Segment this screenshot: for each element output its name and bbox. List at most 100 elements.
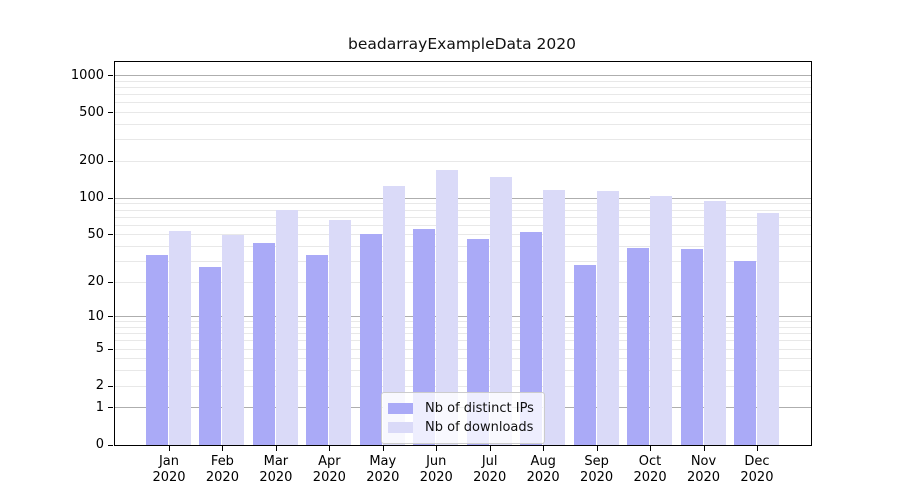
x-tick-month: Mar	[263, 454, 289, 469]
gridline-minor-800	[115, 87, 811, 89]
y-tick-50	[108, 234, 113, 236]
x-tick-sep	[596, 446, 598, 451]
x-tick-year: 2020	[580, 470, 614, 485]
gridline-minor-600	[115, 102, 811, 104]
plot-area: Nb of distinct IPs Nb of downloads 0 1 2 5 1…	[71, 61, 812, 485]
bar-distinct-ips-may	[359, 233, 382, 445]
gridline-minor-5	[115, 348, 811, 350]
gridline-minor-3	[115, 370, 811, 372]
legend-label-distinct-ips: Nb of distinct IPs	[425, 401, 534, 416]
bar-distinct-ips-aug	[520, 231, 543, 445]
y-tick-0	[108, 444, 113, 446]
x-tick-month: Jan	[158, 454, 180, 469]
y-tick-label-200: 200	[79, 153, 104, 169]
x-tick-month: Jun	[426, 454, 447, 469]
x-tick-month: Sep	[584, 454, 609, 469]
gridline-minor-200	[115, 160, 811, 162]
bar-distinct-ips-sep	[573, 264, 596, 445]
x-tick-label-sep: Sep 2020	[580, 454, 613, 486]
x-tick-year: 2020	[152, 470, 186, 485]
gridline-minor-7	[115, 333, 811, 335]
bar-distinct-ips-jun	[413, 228, 436, 445]
y-tick-label-500: 500	[79, 104, 104, 120]
bar-downloads-mar	[275, 210, 298, 445]
x-tick-year: 2020	[366, 470, 400, 485]
y-tick-label-5: 5	[95, 341, 104, 357]
x-tick-jul	[489, 446, 491, 451]
x-tick-year: 2020	[259, 470, 293, 485]
gridline-minor-40	[115, 245, 811, 247]
x-tick-label-jul: Jul 2020	[473, 454, 506, 486]
gridline-major-1000	[115, 75, 811, 77]
bar-downloads-apr	[329, 220, 352, 445]
bar-distinct-ips-feb	[199, 266, 222, 445]
x-tick-month: Dec	[744, 454, 770, 469]
bar-downloads-oct	[650, 196, 673, 445]
x-tick-jun	[436, 446, 438, 451]
bar-downloads-feb	[222, 234, 245, 445]
y-tick-5	[108, 348, 113, 350]
y-tick-label-50: 50	[87, 226, 104, 242]
bar-downloads-jul	[489, 176, 512, 445]
x-tick-aug	[543, 446, 545, 451]
x-tick-label-feb: Feb 2020	[206, 454, 239, 486]
gridline-minor-9	[115, 321, 811, 323]
gridline-minor-50	[115, 234, 811, 236]
gridline-minor-500	[115, 112, 811, 114]
x-tick-year: 2020	[205, 470, 239, 485]
x-tick-month: Nov	[690, 454, 717, 469]
legend-swatch-downloads	[388, 422, 413, 433]
x-tick-label-dec: Dec 2020	[740, 454, 773, 486]
x-tick-year: 2020	[633, 470, 667, 485]
bar-distinct-ips-dec	[733, 261, 756, 445]
gridline-minor-6	[115, 340, 811, 342]
x-tick-month: Oct	[638, 454, 662, 469]
x-tick-month: Jul	[481, 454, 498, 469]
y-tick-label-1000: 1000	[70, 67, 104, 83]
gridline-minor-80	[115, 209, 811, 211]
y-tick-label-100: 100	[79, 190, 104, 206]
gridline-minor-4	[115, 358, 811, 360]
y-tick-label-10: 10	[87, 308, 104, 324]
x-tick-label-apr: Apr 2020	[313, 454, 346, 486]
bar-distinct-ips-jan	[146, 254, 168, 445]
bar-downloads-sep	[596, 191, 619, 445]
legend-swatch-distinct-ips	[388, 403, 413, 414]
y-tick-1000	[108, 75, 113, 77]
x-tick-year: 2020	[686, 470, 721, 485]
bar-downloads-aug	[543, 189, 566, 445]
gridline-minor-20	[115, 281, 811, 283]
x-tick-nov	[703, 446, 705, 451]
bar-downloads-jan	[169, 230, 191, 445]
y-tick-200	[108, 160, 113, 162]
x-tick-oct	[650, 446, 652, 451]
x-tick-month: Feb	[210, 454, 234, 469]
x-tick-label-jan: Jan 2020	[152, 454, 185, 486]
bar-distinct-ips-apr	[306, 254, 329, 445]
x-tick-label-nov: Nov 2020	[687, 454, 720, 486]
x-tick-apr	[329, 446, 331, 451]
y-tick-20	[108, 281, 113, 283]
x-tick-may	[382, 446, 384, 451]
bar-distinct-ips-mar	[252, 242, 275, 445]
x-tick-label-jun: Jun 2020	[420, 454, 453, 486]
gridline-major-10	[115, 316, 811, 318]
y-tick-label-20: 20	[87, 274, 104, 290]
gridline-minor-30	[115, 260, 811, 262]
y-tick-label-0: 0	[95, 437, 104, 452]
gridline-minor-8	[115, 327, 811, 329]
x-tick-dec	[756, 446, 758, 451]
bar-distinct-ips-oct	[627, 247, 650, 445]
x-tick-year: 2020	[526, 470, 560, 485]
legend: Nb of distinct IPs Nb of downloads	[381, 392, 545, 444]
bar-downloads-dec	[756, 213, 779, 445]
x-tick-label-oct: Oct 2020	[634, 454, 667, 486]
gridline-minor-900	[115, 80, 811, 82]
x-tick-label-aug: Aug 2020	[527, 454, 560, 486]
legend-label-downloads: Nb of downloads	[425, 420, 534, 435]
bar-downloads-may	[382, 186, 405, 445]
y-tick-label-1: 1	[95, 399, 104, 415]
bar-downloads-jun	[436, 170, 459, 445]
x-tick-year: 2020	[740, 470, 774, 485]
